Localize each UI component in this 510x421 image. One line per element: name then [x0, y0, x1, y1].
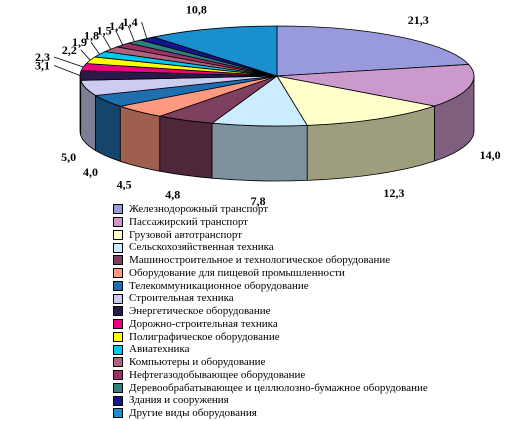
data-label-1: 14,0 [480, 148, 501, 162]
data-label-8: 3,1 [35, 58, 50, 72]
data-label-2: 12,3 [383, 186, 404, 200]
legend-item-2: Грузовой автотранспорт [113, 229, 428, 242]
leader-line-12 [102, 35, 112, 50]
legend-item-8: Энергетическое оборудование [113, 305, 428, 318]
legend-item-12: Компьютеры и оборудование [113, 356, 428, 369]
legend-label: Деревообрабатывающее и целлюлозно-бумажн… [129, 381, 428, 394]
pie-slice-2 [276, 75, 436, 126]
data-label-15: 1,4 [123, 15, 138, 29]
leader-line-9 [53, 56, 84, 68]
data-label-14: 1,4 [109, 19, 124, 33]
legend-label: Нефтегазодобывающее оборудование [129, 368, 306, 381]
legend-label: Сельскохозяйственная техника [129, 241, 274, 254]
data-label-0: 21,3 [408, 13, 429, 27]
legend-swatch [113, 357, 123, 368]
legend-item-9: Дорожно-строительная техника [113, 318, 428, 331]
data-label-7: 5,0 [61, 150, 76, 164]
legend-item-11: Авиатехника [113, 343, 428, 356]
legend-label: Строительная техника [129, 292, 234, 305]
legend-swatch [113, 344, 123, 355]
legend-item-15: Здания и сооружения [113, 394, 428, 407]
legend-label: Оборудование для пищевой промышленности [129, 266, 345, 279]
legend-label: Другие виды оборудования [129, 407, 257, 419]
legend-label: Авиатехника [129, 343, 190, 356]
leader-line-8 [53, 65, 81, 76]
legend-item-6: Телекоммуникационное оборудование [113, 280, 428, 293]
pie-slice-3 [210, 75, 308, 127]
data-label-13: 1,5 [97, 23, 112, 37]
legend-item-16: Другие виды оборудования [113, 407, 428, 420]
data-label-9: 2,3 [35, 50, 50, 64]
pie-side-5 [119, 105, 161, 172]
pie-slice-1 [276, 64, 475, 107]
pie-side-4 [159, 115, 213, 179]
legend-item-1: Пассажирский транспорт [113, 216, 428, 229]
legend-swatch [113, 370, 123, 381]
legend-label: Полиграфическое оборудование [129, 330, 280, 343]
legend-swatch [113, 242, 123, 253]
legend-label: Железнодорожный транспорт [129, 203, 269, 215]
legend-label: Энергетическое оборудование [129, 305, 271, 317]
data-label-6: 4,0 [83, 165, 98, 179]
legend-item-0: Железнодорожный транспорт [113, 203, 428, 216]
legend-item-13: Нефтегазодобывающее оборудование [113, 369, 428, 382]
legend-swatch [113, 229, 123, 240]
leader-line-15 [141, 21, 148, 39]
legend-label: Пассажирский транспорт [129, 215, 248, 228]
legend-swatch [113, 382, 123, 393]
legend-item-10: Полиграфическое оборудование [113, 331, 428, 344]
pie-side-3 [211, 122, 308, 182]
pie-slice-16 [151, 25, 278, 77]
leader-line-11 [90, 41, 100, 55]
leader-line-13 [115, 30, 123, 46]
legend-swatch [113, 204, 123, 215]
legend-swatch [113, 268, 123, 279]
chart-legend: Железнодорожный транспорт Пассажирский тр… [113, 203, 428, 420]
legend-label: Компьютеры и оборудование [129, 356, 266, 368]
legend-label: Машиностроительное и технологическое обо… [129, 254, 391, 266]
pie-slice-0 [276, 25, 470, 77]
legend-label: Здания и сооружения [129, 394, 229, 407]
data-label-5: 4,5 [117, 177, 132, 191]
legend-swatch [113, 395, 123, 406]
data-label-3: 7,8 [251, 194, 266, 208]
legend-swatch [113, 319, 123, 330]
legend-item-7: Строительная техника [113, 292, 428, 305]
data-label-12: 1,8 [84, 29, 99, 43]
legend-item-4: Машиностроительное и технологическое обо… [113, 254, 428, 267]
leader-line-10 [80, 49, 91, 61]
legend-item-3: Сельскохозяйственная техника [113, 241, 428, 254]
leader-line-14 [127, 25, 135, 42]
legend-label: Телекоммуникационное оборудование [129, 279, 309, 292]
legend-swatch [113, 331, 123, 342]
legend-label: Грузовой автотранспорт [129, 228, 243, 241]
legend-label: Дорожно-строительная техника [129, 317, 278, 330]
legend-swatch [113, 255, 123, 266]
legend-swatch [113, 280, 123, 291]
legend-item-5: Оборудование для пищевой промышленности [113, 267, 428, 280]
legend-swatch [113, 408, 123, 419]
data-label-16: 10,8 [186, 3, 207, 17]
legend-swatch [113, 217, 123, 228]
legend-swatch [113, 293, 123, 304]
legend-item-14: Деревообрабатывающее и целлюлозно-бумажн… [113, 382, 428, 395]
legend-swatch [113, 306, 123, 317]
data-label-4: 4,8 [165, 187, 180, 201]
data-label-10: 2,2 [62, 43, 77, 57]
data-label-11: 1,9 [72, 35, 87, 49]
